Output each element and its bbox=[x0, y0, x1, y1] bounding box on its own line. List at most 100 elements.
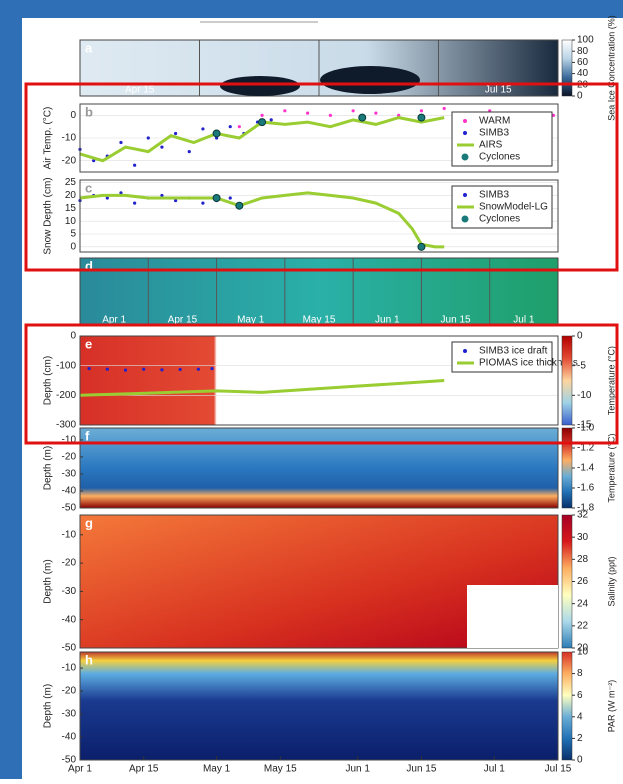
heatmap bbox=[80, 652, 558, 760]
scatter-point bbox=[210, 367, 214, 371]
y-tick-label: 20 bbox=[65, 190, 77, 201]
y-tick-label: -10 bbox=[62, 663, 77, 674]
scatter-point bbox=[105, 196, 109, 200]
legend-label: SIMB3 bbox=[479, 190, 509, 201]
legend-label: Cyclones bbox=[479, 214, 520, 225]
scatter-point bbox=[351, 109, 355, 113]
legend-symbol bbox=[463, 131, 467, 135]
legend-label: SIMB3 ice draft bbox=[479, 346, 548, 357]
scatter-point bbox=[397, 113, 401, 117]
y-tick-label: -40 bbox=[62, 486, 77, 497]
panel-border bbox=[79, 39, 559, 97]
colorbar-tick-label: -1.2 bbox=[577, 443, 595, 454]
photo-date-label: Apr 15 bbox=[125, 85, 155, 96]
y-tick-label: -50 bbox=[62, 503, 77, 514]
colorbar-tick-label: -1.8 bbox=[577, 503, 595, 514]
colorbar-tick-label: -1.4 bbox=[577, 463, 595, 474]
photo-date-label: Apr 15 bbox=[168, 315, 198, 326]
y-tick-label: -200 bbox=[56, 390, 76, 401]
y-tick-label: -10 bbox=[62, 529, 77, 540]
panel-label: d bbox=[85, 258, 93, 273]
scatter-point bbox=[119, 191, 123, 195]
scatter-point bbox=[228, 196, 232, 200]
scatter-point bbox=[142, 367, 146, 371]
y-tick-label: -40 bbox=[62, 732, 77, 743]
scatter-point bbox=[201, 127, 205, 131]
y-tick-label: 10 bbox=[65, 216, 77, 227]
open-water bbox=[220, 76, 300, 96]
colorbar-tick-label: 0 bbox=[577, 755, 583, 766]
scatter-point bbox=[328, 113, 332, 117]
colorbar-tick-label: 26 bbox=[577, 576, 589, 587]
x-tick-label: Jun 15 bbox=[406, 764, 436, 775]
colorbar-tick-label: 8 bbox=[577, 668, 583, 679]
scatter-point bbox=[269, 118, 273, 122]
legend-box bbox=[451, 185, 553, 229]
y-tick-label: -30 bbox=[62, 586, 77, 597]
y-tick-label: -20 bbox=[62, 155, 77, 166]
scatter-point bbox=[174, 198, 178, 203]
y-tick-label: -50 bbox=[62, 643, 77, 654]
legend-label: SnowModel-LG bbox=[479, 202, 548, 213]
scatter-point bbox=[123, 368, 128, 372]
scatter-point bbox=[133, 201, 137, 205]
legend-symbol bbox=[461, 215, 469, 223]
colorbar-tick-label: 10 bbox=[577, 647, 589, 658]
legend-label: WARM bbox=[479, 116, 510, 127]
scatter-point bbox=[160, 145, 164, 149]
y-tick-label: -20 bbox=[62, 686, 77, 697]
colorbar-tick-label: 2 bbox=[577, 733, 583, 744]
colorbar-label: Temperature (°C) bbox=[606, 346, 616, 415]
colorbar-tick-label: 60 bbox=[577, 57, 589, 68]
colorbar-tick-label: 80 bbox=[577, 46, 589, 57]
photo-date-label: May 15 bbox=[303, 315, 336, 326]
photo-date-label: Jun 1 bbox=[375, 315, 400, 326]
colorbar-label: Sea Ice Concentration (%) bbox=[606, 15, 616, 121]
photo-date-label: Jun 15 bbox=[441, 315, 471, 326]
scatter-point bbox=[146, 136, 150, 140]
colorbar-tick-label: 20 bbox=[577, 643, 589, 654]
scatter-point bbox=[178, 367, 182, 372]
y-tick-label: -30 bbox=[62, 469, 77, 480]
y-axis-label: Depth (cm) bbox=[43, 356, 54, 405]
colorbar-tick-label: -5 bbox=[577, 360, 586, 371]
legend-symbol bbox=[463, 349, 467, 353]
legend-label: Cyclones bbox=[479, 152, 520, 163]
y-tick-label: -30 bbox=[62, 709, 77, 720]
no-data bbox=[467, 585, 558, 648]
cyclone-marker bbox=[417, 242, 426, 251]
panel-label: f bbox=[85, 428, 90, 443]
cyclone-marker bbox=[235, 201, 244, 210]
colorbar-tick-label: 22 bbox=[577, 620, 589, 631]
scatter-point bbox=[133, 163, 137, 167]
colorbar-tick-label: 30 bbox=[577, 532, 589, 543]
legend-label: AIRS bbox=[479, 140, 503, 151]
colorbar-tick-label: 100 bbox=[577, 35, 594, 46]
scatter-point bbox=[374, 111, 378, 115]
y-tick-label: 0 bbox=[70, 110, 76, 121]
colorbar-tick-label: 32 bbox=[577, 510, 589, 521]
photo-date-label: Jul 15 bbox=[485, 85, 512, 96]
panel-border bbox=[79, 427, 559, 509]
y-axis-label: Depth (m) bbox=[43, 559, 54, 603]
y-tick-label: -10 bbox=[62, 435, 77, 446]
scatter-point bbox=[419, 109, 424, 113]
cyclone-marker bbox=[212, 129, 221, 138]
colorbar bbox=[561, 514, 573, 649]
panel-label: g bbox=[85, 515, 93, 530]
y-axis-label: Snow Depth (cm) bbox=[43, 177, 54, 254]
legend-label: PIOMAS ice thickness bbox=[479, 358, 578, 369]
series-line bbox=[79, 191, 445, 249]
legend-label: SIMB3 bbox=[479, 128, 509, 139]
panel-border bbox=[79, 179, 559, 253]
x-tick-label: Jul 1 bbox=[484, 764, 506, 775]
legend-box bbox=[451, 341, 553, 373]
y-tick-label: 0 bbox=[70, 241, 76, 252]
cyclone-marker bbox=[212, 194, 221, 202]
y-tick-label: 15 bbox=[65, 203, 77, 214]
colorbar bbox=[561, 427, 573, 509]
colorbar-tick-label: -1.6 bbox=[577, 483, 595, 494]
photo-date-label: May 1 bbox=[237, 315, 265, 326]
